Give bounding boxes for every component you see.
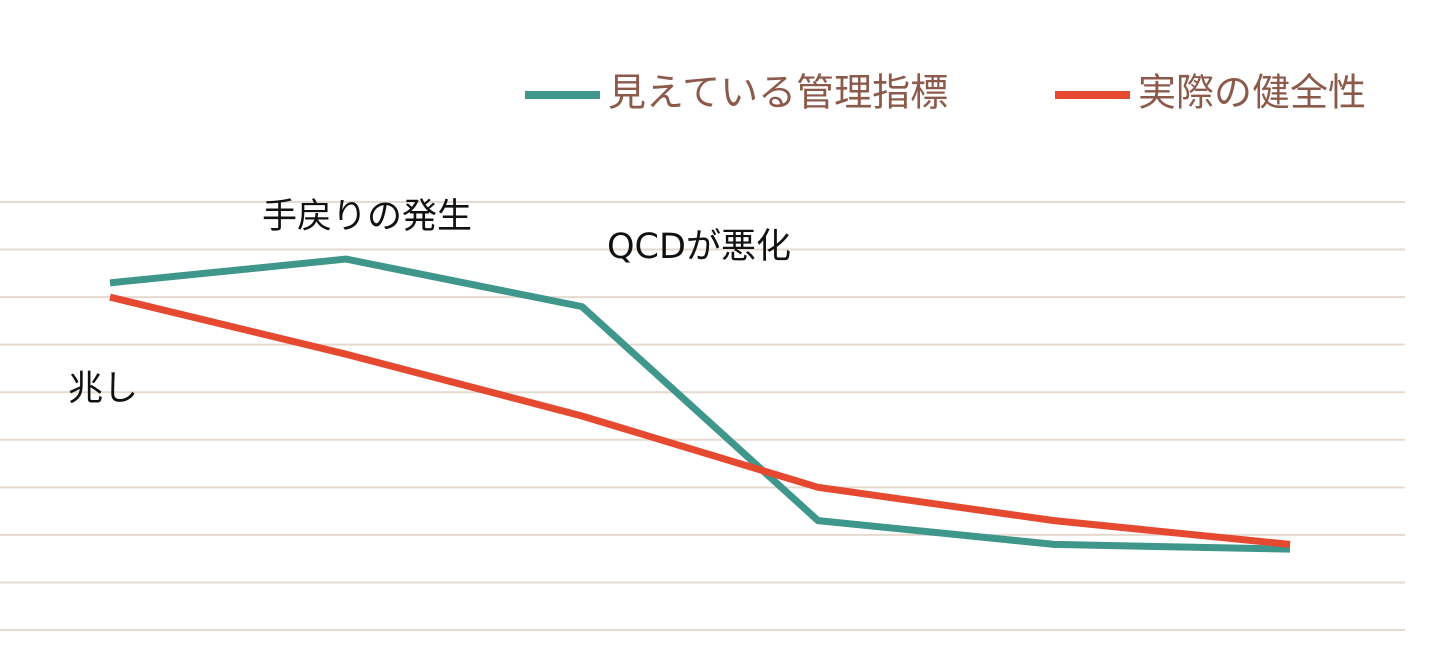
series-line xyxy=(109,255,1291,553)
annotation: 兆し xyxy=(68,369,138,409)
annotation: 手戻りの発生 xyxy=(262,197,472,237)
series-line xyxy=(109,293,1291,548)
legend-label: 実際の健全性 xyxy=(1138,71,1366,115)
legend-label: 見えている管理指標 xyxy=(608,71,948,115)
annotation: QCDが悪化 xyxy=(607,227,791,267)
